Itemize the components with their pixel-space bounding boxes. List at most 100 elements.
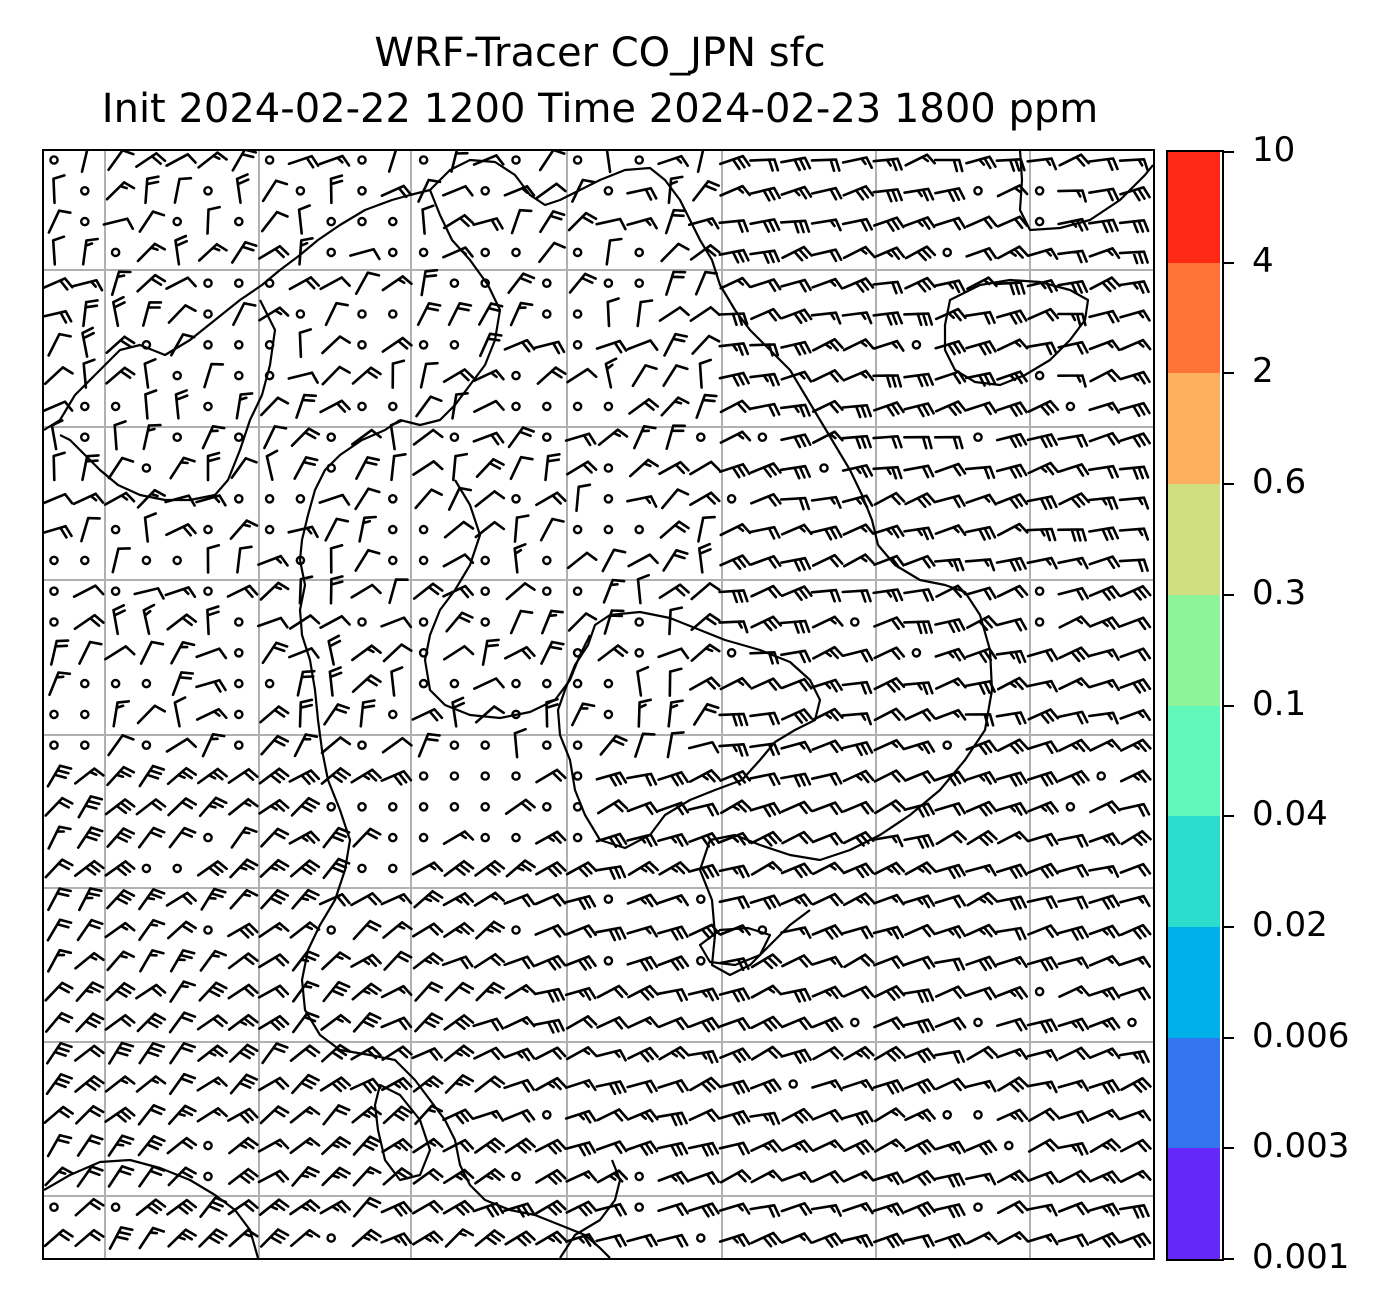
calm-circle [80, 555, 90, 566]
wind-barb [174, 234, 188, 266]
colorbar-segment [1166, 594, 1220, 707]
wind-barb [996, 1108, 1029, 1123]
wind-barb [1058, 770, 1090, 786]
wind-barb [142, 603, 156, 635]
wind-barb [873, 955, 905, 969]
wind-barb [1057, 710, 1089, 725]
wind-barb [352, 1166, 382, 1187]
wind-barb [46, 1133, 73, 1158]
wind-barb [657, 771, 689, 787]
calm-circle [1034, 986, 1045, 997]
wind-barb [81, 326, 95, 358]
wind-barb [718, 620, 749, 634]
wind-barb [695, 393, 718, 419]
wind-barb [138, 1042, 166, 1065]
wind-barb [206, 205, 221, 235]
calm-circle [511, 493, 521, 504]
wind-barb [934, 1140, 967, 1155]
wind-barb [597, 428, 629, 446]
wind-barb [380, 616, 413, 629]
wind-barb [442, 1138, 475, 1153]
wind-barb [934, 462, 967, 477]
wind-barb [195, 707, 228, 721]
wind-barb [811, 739, 844, 754]
wind-barb [443, 1168, 475, 1185]
wind-barb [74, 767, 105, 785]
calm-circle [141, 678, 152, 689]
wind-barb [599, 734, 628, 756]
wind-barb [444, 1228, 475, 1248]
wind-barb [1026, 527, 1057, 542]
wind-barb [934, 1049, 966, 1064]
wind-barb [904, 770, 936, 784]
wind-barb [1027, 1170, 1059, 1185]
wind-barb [996, 245, 1029, 260]
wind-barb [416, 302, 442, 326]
calm-circle [973, 185, 983, 196]
wind-barb [287, 525, 319, 539]
wind-barb [996, 309, 1028, 325]
wind-barb [288, 830, 321, 845]
wind-barb [964, 713, 995, 727]
wind-barb [780, 987, 812, 1003]
wind-barb [965, 155, 997, 170]
wind-barb [44, 310, 73, 324]
wind-barb [1088, 954, 1121, 967]
wind-barb [351, 428, 382, 446]
wind-barb [260, 827, 290, 848]
wind-barb [169, 980, 196, 1003]
wind-barb [1119, 186, 1151, 202]
wind-barb [197, 151, 228, 169]
wind-barb [229, 858, 259, 879]
wind-barb [1119, 862, 1152, 877]
wind-barb [75, 981, 105, 1002]
wind-barb [1057, 925, 1089, 941]
wind-barb [750, 677, 782, 691]
wind-barb [842, 831, 875, 847]
wind-barb [513, 543, 527, 574]
wind-barb [1058, 492, 1090, 508]
wind-barb [965, 493, 997, 506]
wind-barb [780, 585, 813, 601]
wind-barb [873, 1016, 905, 1030]
wind-barb [196, 860, 228, 877]
wind-barb [841, 1233, 874, 1248]
calm-circle [542, 586, 552, 597]
wind-barb [259, 705, 290, 724]
wind-barb [195, 679, 227, 693]
wind-barb [872, 435, 903, 449]
wind-barb [780, 370, 813, 383]
wind-barb [841, 589, 872, 603]
wind-barb [412, 952, 444, 970]
wind-barb [442, 584, 474, 599]
colorbar-tick-label: 0.04 [1252, 794, 1328, 835]
wind-barb [873, 491, 906, 506]
wind-barb [995, 433, 1028, 449]
wind-barb [636, 299, 654, 328]
wind-barb [171, 671, 195, 697]
calm-circle [233, 493, 244, 504]
wind-barb [1057, 956, 1089, 969]
calm-circle [634, 524, 645, 535]
wind-barb [504, 646, 536, 660]
wind-barb [780, 156, 812, 172]
wind-barb [603, 609, 625, 635]
wind-barb [321, 1166, 351, 1187]
wind-barb [780, 1202, 813, 1216]
wind-barb [811, 369, 844, 383]
calm-circle [264, 370, 275, 381]
wind-barb [414, 1104, 444, 1125]
wind-barb [964, 371, 997, 387]
calm-circle [1004, 1140, 1014, 1151]
wind-barb [749, 742, 781, 756]
wind-barb [995, 281, 1026, 296]
wind-barb [442, 185, 474, 197]
wind-barb [811, 924, 844, 940]
wind-barb [50, 419, 64, 451]
wind-barb [595, 1080, 627, 1096]
wind-barb [291, 888, 320, 910]
wind-barb [780, 1171, 813, 1183]
wind-barb [903, 620, 933, 635]
wind-barb [538, 150, 566, 172]
wind-barb [143, 512, 157, 543]
